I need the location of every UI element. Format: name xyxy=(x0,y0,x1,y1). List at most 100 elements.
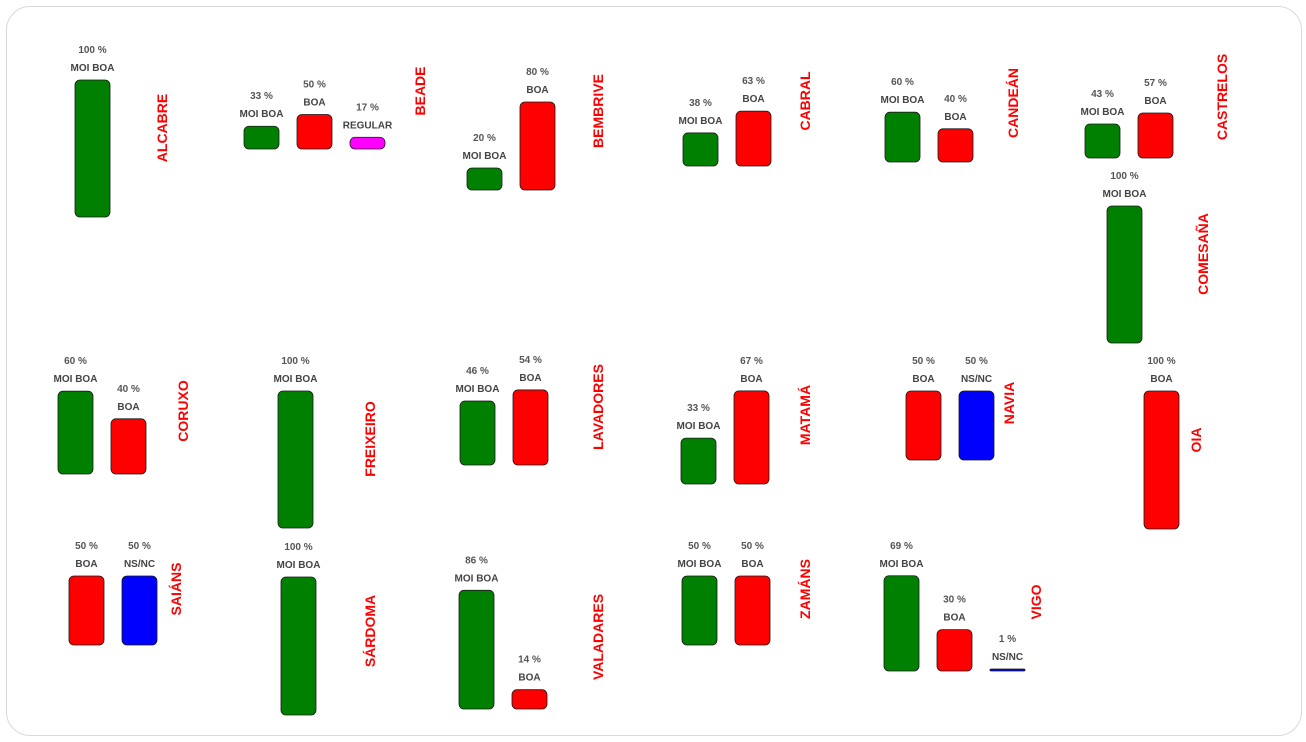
value-label-castrelos-moi-boa: 43 % xyxy=(1091,89,1114,100)
bar-alcabre-moi-boa xyxy=(74,79,111,218)
chart-title-cabral: CABRAL xyxy=(797,71,813,131)
value-label-cabral-boa: 63 % xyxy=(742,76,765,87)
chart-title-comesana: COMESAÑA xyxy=(1194,213,1211,295)
category-label-castrelos-moi-boa: MOI BOA xyxy=(1081,107,1125,118)
category-label-zamans-boa: BOA xyxy=(741,559,763,570)
value-label-candean-boa: 40 % xyxy=(944,94,967,105)
category-label-sardoma-moi-boa: MOI BOA xyxy=(277,560,321,571)
value-label-comesana-moi-boa: 100 % xyxy=(1110,171,1138,182)
value-label-lavadores-moi-boa: 46 % xyxy=(466,366,489,377)
bar-lavadores-moi-boa xyxy=(459,400,496,466)
category-label-saians-boa: BOA xyxy=(75,559,97,570)
bar-bembrive-boa xyxy=(519,101,556,191)
value-label-oia-boa: 100 % xyxy=(1147,356,1175,367)
chart-title-beade: BEADE xyxy=(412,66,428,115)
bar-beade-regular xyxy=(349,136,386,150)
category-label-alcabre-moi-boa: MOI BOA xyxy=(71,63,115,74)
value-label-vigo-boa: 30 % xyxy=(943,595,966,606)
category-label-valadares-moi-boa: MOI BOA xyxy=(455,573,499,584)
category-label-navia-ns-nc: NS/NC xyxy=(961,374,992,385)
category-label-beade-moi-boa: MOI BOA xyxy=(240,109,284,120)
value-label-saians-boa: 50 % xyxy=(75,541,98,552)
value-label-candean-moi-boa: 60 % xyxy=(891,77,914,88)
category-label-vigo-moi-boa: MOI BOA xyxy=(880,559,924,570)
bar-vigo-ns-nc xyxy=(989,668,1026,672)
value-label-sardoma-moi-boa: 100 % xyxy=(284,542,312,553)
chart-title-alcabre: ALCABRE xyxy=(154,94,170,162)
category-label-valadares-boa: BOA xyxy=(518,673,540,684)
chart-title-matama: MATAMÁ xyxy=(797,385,813,445)
value-label-coruxo-boa: 40 % xyxy=(117,384,140,395)
value-label-castrelos-boa: 57 % xyxy=(1144,78,1167,89)
chart-title-navia: NAVIA xyxy=(1001,382,1017,425)
category-label-matama-boa: BOA xyxy=(740,374,762,385)
bar-cabral-moi-boa xyxy=(682,132,719,167)
bar-zamans-boa xyxy=(734,575,771,646)
value-label-coruxo-moi-boa: 60 % xyxy=(64,356,87,367)
chart-title-valadares: VALADARES xyxy=(590,594,606,680)
category-label-castrelos-boa: BOA xyxy=(1144,96,1166,107)
category-label-beade-regular: REGULAR xyxy=(343,120,393,131)
bar-coruxo-moi-boa xyxy=(57,390,94,475)
chart-title-sardoma: SÁRDOMA xyxy=(362,595,378,667)
value-label-bembrive-moi-boa: 20 % xyxy=(473,133,496,144)
chart-title-candean: CANDEÁN xyxy=(1005,68,1021,138)
value-label-navia-boa: 50 % xyxy=(912,356,935,367)
bar-valadares-boa xyxy=(511,689,548,710)
bar-beade-moi-boa xyxy=(243,125,280,150)
category-label-beade-boa: BOA xyxy=(303,98,325,109)
chart-title-coruxo: CORUXO xyxy=(175,380,191,442)
bar-valadares-moi-boa xyxy=(458,589,495,710)
bar-matama-boa xyxy=(733,390,770,485)
bar-zamans-moi-boa xyxy=(681,575,718,646)
value-label-alcabre-moi-boa: 100 % xyxy=(78,45,106,56)
chart-title-oia: OIA xyxy=(1188,428,1204,453)
category-label-vigo-boa: BOA xyxy=(943,613,965,624)
category-label-lavadores-boa: BOA xyxy=(519,373,541,384)
chart-title-freixeiro: FREIXEIRO xyxy=(362,401,378,477)
category-label-cabral-boa: BOA xyxy=(742,94,764,105)
bar-navia-ns-nc xyxy=(958,390,995,461)
value-label-matama-boa: 67 % xyxy=(740,356,763,367)
chart-title-castrelos: CASTRELOS xyxy=(1214,54,1230,140)
category-label-candean-boa: BOA xyxy=(944,112,966,123)
value-label-saians-ns-nc: 50 % xyxy=(128,541,151,552)
category-label-candean-moi-boa: MOI BOA xyxy=(881,95,925,106)
bar-candean-boa xyxy=(937,128,974,163)
bar-castrelos-moi-boa xyxy=(1084,123,1121,159)
bar-vigo-moi-boa xyxy=(883,575,920,672)
category-label-lavadores-moi-boa: MOI BOA xyxy=(456,384,500,395)
value-label-lavadores-boa: 54 % xyxy=(519,355,542,366)
category-label-navia-boa: BOA xyxy=(912,374,934,385)
category-label-vigo-ns-nc: NS/NC xyxy=(992,652,1023,663)
value-label-matama-moi-boa: 33 % xyxy=(687,403,710,414)
chart-title-vigo: VIGO xyxy=(1028,584,1044,619)
category-label-matama-moi-boa: MOI BOA xyxy=(677,421,721,432)
bar-comesana-moi-boa xyxy=(1106,205,1143,344)
value-label-valadares-boa: 14 % xyxy=(518,655,541,666)
value-label-beade-regular: 17 % xyxy=(356,102,379,113)
category-label-bembrive-boa: BOA xyxy=(526,85,548,96)
chart-title-bembrive: BEMBRIVE xyxy=(590,74,606,148)
category-label-coruxo-moi-boa: MOI BOA xyxy=(54,374,98,385)
bar-castrelos-boa xyxy=(1137,112,1174,159)
value-label-vigo-ns-nc: 1 % xyxy=(999,634,1016,645)
value-label-vigo-moi-boa: 69 % xyxy=(890,541,913,552)
category-label-oia-boa: BOA xyxy=(1150,374,1172,385)
bar-oia-boa xyxy=(1143,390,1180,530)
category-label-coruxo-boa: BOA xyxy=(117,402,139,413)
value-label-cabral-moi-boa: 38 % xyxy=(689,98,712,109)
chart-title-saians: SAIÁNS xyxy=(168,563,184,616)
value-label-zamans-moi-boa: 50 % xyxy=(688,541,711,552)
bar-sardoma-moi-boa xyxy=(280,576,317,716)
bar-lavadores-boa xyxy=(512,389,549,466)
category-label-bembrive-moi-boa: MOI BOA xyxy=(463,151,507,162)
value-label-zamans-boa: 50 % xyxy=(741,541,764,552)
category-label-zamans-moi-boa: MOI BOA xyxy=(678,559,722,570)
value-label-navia-ns-nc: 50 % xyxy=(965,356,988,367)
category-label-cabral-moi-boa: MOI BOA xyxy=(679,116,723,127)
value-label-valadares-moi-boa: 86 % xyxy=(465,555,488,566)
category-label-comesana-moi-boa: MOI BOA xyxy=(1103,189,1147,200)
category-label-saians-ns-nc: NS/NC xyxy=(124,559,155,570)
